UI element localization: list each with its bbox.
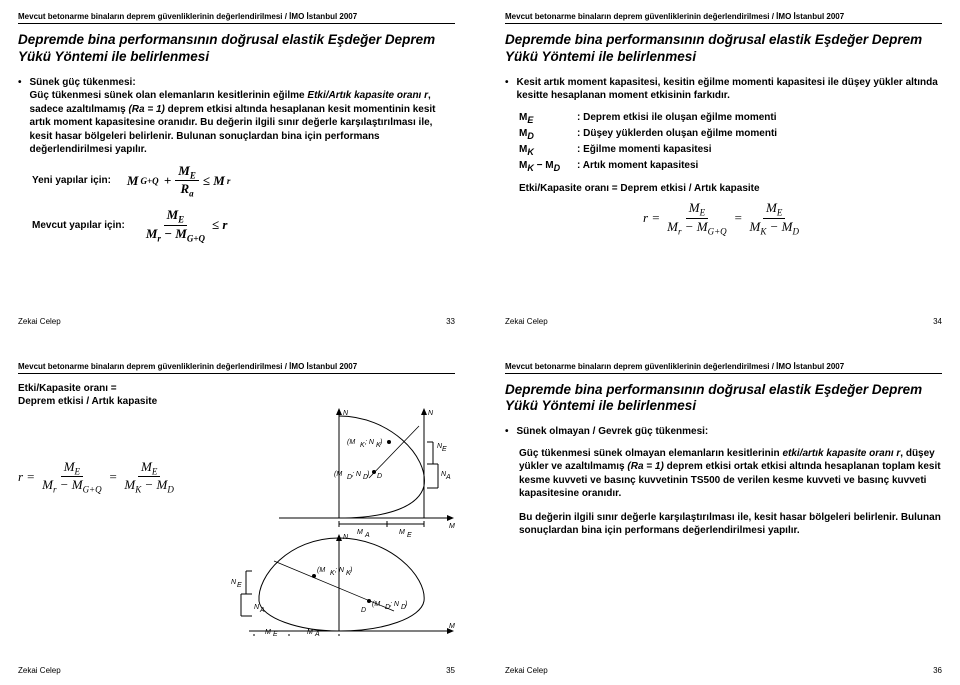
svg-text:): ) [404, 601, 407, 608]
svg-text:A: A [445, 474, 451, 481]
etk-line2: Deprem etkisi / Artık kapasite [18, 395, 215, 409]
svg-text:A: A [364, 532, 370, 539]
formula-new: Yeni yapılar için: MG+Q + MERa ≤ Mr [32, 163, 455, 199]
def-symbol: ME [519, 111, 571, 127]
bullet-icon: • [505, 76, 509, 89]
svg-text:M: M [449, 623, 455, 630]
page-number: 36 [933, 666, 942, 675]
bullet-heading: Sünek güç tükenmesi: [30, 77, 136, 88]
slide-33: Mevcut betonarme binaların deprem güvenl… [8, 8, 465, 328]
slide-title: Depremde bina performansının doğrusal el… [18, 32, 455, 66]
slide-footer: Zekai Celep 33 [18, 317, 455, 326]
svg-text:M: M [399, 529, 405, 536]
def-desc: : Deprem etkisi ile oluşan eğilme moment… [577, 111, 777, 127]
svg-text:M: M [357, 529, 363, 536]
svg-text:; N: ; N [352, 471, 362, 478]
author: Zekai Celep [505, 666, 548, 675]
def-row: MK − MD : Artık moment kapasitesi [519, 159, 942, 175]
bullet-row: • Sünek güç tükenmesi: Güç tükenmesi sün… [18, 76, 455, 157]
author: Zekai Celep [18, 666, 61, 675]
svg-text:): ) [379, 439, 382, 446]
formula-exist: Mevcut yapılar için: ME Mr − MG+Q ≤ r [32, 207, 455, 243]
bullet-text: Kesit artık moment kapasitesi, kesitin e… [517, 76, 942, 103]
page-number: 33 [446, 317, 455, 326]
svg-text:E: E [407, 532, 412, 539]
bullet-icon: • [505, 425, 509, 438]
bullet-row: • Sünek olmayan / Gevrek güç tükenmesi: [505, 425, 942, 439]
def-desc: : Düşey yüklerden oluşan eğilme momenti [577, 127, 777, 143]
svg-text:(M: (M [317, 567, 325, 574]
slide-header: Mevcut betonarme binaların deprem güvenl… [505, 362, 942, 374]
bullet-row: • Kesit artık moment kapasitesi, kesitin… [505, 76, 942, 103]
svg-text:M: M [307, 629, 313, 636]
interaction-diagram: N M N NE NA (MK; NK) (MD; ND) D MA ME [219, 406, 459, 636]
label-exist: Mevcut yapılar için: [32, 220, 125, 231]
svg-text:): ) [366, 471, 369, 478]
bullet-icon: • [18, 76, 22, 89]
def-symbol: MK [519, 143, 571, 159]
svg-text:N: N [343, 534, 349, 541]
label-new: Yeni yapılar için: [32, 175, 111, 186]
slide-header: Mevcut betonarme binaların deprem güvenl… [505, 12, 942, 24]
svg-text:): ) [349, 567, 352, 574]
ratio-label: Etki/Kapasite oranı = Deprem etkisi / Ar… [519, 183, 942, 194]
svg-text:D: D [377, 473, 382, 480]
etk-line1: Etki/Kapasite oranı = [18, 382, 215, 396]
def-symbol: MK − MD [519, 159, 571, 175]
slide-34: Mevcut betonarme binaların deprem güvenl… [495, 8, 952, 328]
bullet-heading: Sünek olmayan / Gevrek güç tükenmesi: [517, 425, 942, 439]
svg-text:M: M [265, 629, 271, 636]
svg-text:(M: (M [347, 439, 355, 446]
slide-header: Mevcut betonarme binaların deprem güvenl… [18, 12, 455, 24]
svg-text:; N: ; N [335, 567, 345, 574]
page-number: 35 [446, 666, 455, 675]
author: Zekai Celep [18, 317, 61, 326]
paragraph-2: Bu değerin ilgili sınır değerle karşılaş… [519, 511, 942, 538]
def-row: ME : Deprem etkisi ile oluşan eğilme mom… [519, 111, 942, 127]
slide-title: Depremde bina performansının doğrusal el… [505, 32, 942, 66]
svg-text:; N: ; N [365, 439, 375, 446]
svg-text:E: E [237, 582, 242, 589]
slide-paragraph: Güç tükenmesi sünek olan elemanların kes… [30, 89, 455, 157]
def-desc: : Artık moment kapasitesi [577, 159, 698, 175]
slide-header: Mevcut betonarme binaların deprem güvenl… [18, 362, 455, 374]
svg-text:A: A [314, 631, 320, 636]
svg-text:D: D [361, 607, 366, 614]
slide-footer: Zekai Celep 35 [18, 666, 455, 675]
paragraph-1: Güç tükenmesi sünek olmayan elemanların … [519, 447, 942, 501]
page-number: 34 [933, 317, 942, 326]
svg-text:A: A [259, 607, 265, 614]
def-desc: : Eğilme momenti kapasitesi [577, 143, 712, 159]
slide-footer: Zekai Celep 36 [505, 666, 942, 675]
svg-text:M: M [449, 523, 455, 530]
slide-footer: Zekai Celep 34 [505, 317, 942, 326]
definition-list: ME : Deprem etkisi ile oluşan eğilme mom… [519, 111, 942, 175]
svg-text:E: E [273, 631, 278, 636]
formula-r: r = ME Mr − MG+Q = ME MK − MD [505, 200, 942, 236]
author: Zekai Celep [505, 317, 548, 326]
slide-title: Depremde bina performansının doğrusal el… [505, 382, 942, 416]
slide-36: Mevcut betonarme binaların deprem güvenl… [495, 358, 952, 678]
svg-text:(M: (M [334, 471, 342, 478]
def-row: MK : Eğilme momenti kapasitesi [519, 143, 942, 159]
formula-r: r = ME Mr − MG+Q = ME MK − MD [18, 459, 215, 495]
def-row: MD : Düşey yüklerden oluşan eğilme momen… [519, 127, 942, 143]
def-symbol: MD [519, 127, 571, 143]
slide-35: Mevcut betonarme binaların deprem güvenl… [8, 358, 465, 678]
svg-text:E: E [442, 446, 447, 453]
svg-text:N: N [428, 410, 434, 417]
svg-text:; N: ; N [390, 601, 400, 608]
